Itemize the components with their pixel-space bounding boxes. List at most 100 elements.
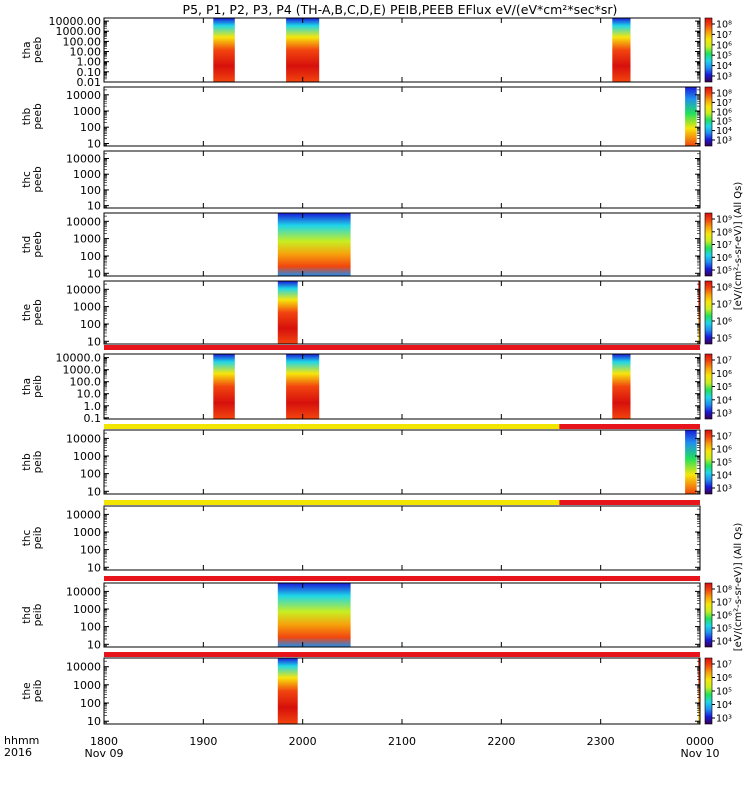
colorbar-tick-label: 10⁴	[716, 61, 732, 72]
colorbar	[704, 86, 713, 147]
y-axis-label: peeb	[32, 166, 44, 193]
y-axis-label: tha	[21, 41, 33, 58]
data-block	[277, 213, 351, 276]
y-tick-label: 1000	[73, 603, 101, 616]
data-block	[286, 18, 320, 82]
colorbar	[704, 212, 713, 277]
y-tick-label: 10000	[66, 508, 101, 521]
y-tick-label: 100	[80, 318, 101, 331]
colorbar-tick-label: 10⁷	[716, 300, 732, 311]
data-block	[277, 281, 298, 344]
colorbar-tick-label: 10⁵	[716, 334, 732, 345]
colorbar-tick-label: 10⁶	[716, 673, 732, 684]
y-axis-label: thc	[21, 171, 33, 188]
panel-the-peib: 10000 1000 100 10 the peib	[21, 657, 701, 728]
y-tick-label: 100	[80, 621, 101, 634]
y-tick-label: 1.0	[84, 400, 102, 413]
colorbar	[704, 280, 713, 345]
colorbar-tick-label: 10⁵	[716, 687, 732, 698]
figure-title: P5, P1, P2, P3, P4 (TH-A,B,C,D,E) PEIB,P…	[183, 2, 618, 17]
panel-thb-peeb: 10000 1000 100 10 thb peeb	[21, 86, 701, 151]
data-block	[698, 658, 701, 724]
y-axis-label: peib	[32, 450, 44, 473]
colorbar-tick-label: 10⁶	[716, 369, 732, 380]
colorbar	[704, 353, 713, 420]
panel-thc-peeb: 10000 1000 100 10 thc peeb	[21, 150, 701, 213]
colorbar-tick-label: 10⁴	[716, 471, 732, 482]
panel-thd-peeb: 10000 1000 100 10 thd peeb	[21, 212, 701, 280]
panel-frame	[103, 86, 701, 147]
y-tick-label: 1000	[73, 679, 101, 692]
y-tick-label: 100	[80, 121, 101, 134]
y-axis-label: tha	[21, 378, 33, 395]
panel-thc-peib: 10000 1000 100 10 thc peib	[21, 505, 701, 574]
x-tick-label: 2300	[587, 735, 615, 748]
colorbar-tick-label: 10⁴	[716, 395, 732, 406]
y-tick-label: 10000	[66, 283, 101, 296]
x-tick-label: 2000	[289, 735, 317, 748]
colorbar-tick-label: 10⁸	[716, 20, 732, 31]
y-tick-label: 1000	[73, 301, 101, 314]
colorbar	[704, 17, 713, 83]
y-tick-label: 1000	[73, 105, 101, 118]
colorbar-tick-label: 10⁷	[716, 30, 732, 41]
y-axis-label: thc	[21, 530, 33, 547]
status-bar-segment	[104, 576, 700, 581]
colorbar-tick-label: 10⁵	[716, 624, 732, 635]
y-axis-label: peeb	[32, 103, 44, 130]
x-tick-date: Nov 10	[681, 747, 720, 760]
panel-thb-peib: 10000 1000 100 10 thb peib	[21, 429, 701, 498]
x-axis-prefix-top: hhmm	[4, 734, 39, 747]
status-bar-segment	[104, 345, 700, 350]
colorbar-tick-label: 10⁵	[716, 117, 732, 128]
x-tick-label: 0000	[686, 735, 714, 748]
y-axis-label: peeb	[32, 37, 44, 64]
x-tick-date: Nov 09	[85, 747, 124, 760]
colorbar-tick-label: 10⁵	[716, 458, 732, 469]
data-block	[213, 354, 235, 419]
y-axis-label: peib	[32, 603, 44, 626]
colorbar-tick-label: 10³	[716, 714, 732, 725]
colorbar-tick-label: 10³	[716, 136, 732, 147]
y-axis-label: thb	[21, 453, 33, 471]
colorbar-tick-label: 10⁶	[716, 611, 732, 622]
y-tick-label: 10000	[66, 432, 101, 445]
colorbar-tick-label: 10⁶	[716, 253, 732, 264]
panel-frame	[103, 657, 701, 725]
y-tick-label: 1000	[73, 450, 101, 463]
status-bar-segment	[104, 500, 560, 505]
y-axis-label: peeb	[32, 231, 44, 258]
panel-frame	[103, 212, 701, 277]
colorbar-tick-label: 10⁷	[716, 598, 732, 609]
colorbar-tick-label: 10⁶	[716, 107, 732, 118]
panel-frame	[103, 429, 701, 495]
y-tick-label: 1000.00	[56, 25, 102, 38]
colorbar-tick-label: 10⁹	[716, 215, 732, 226]
y-tick-label: 100	[80, 697, 101, 710]
y-tick-label: 10	[87, 267, 101, 280]
y-tick-label: 1.00	[77, 56, 102, 69]
colorbar-tick-label: 10⁸	[716, 89, 732, 100]
colorbar-tick-label: 10⁶	[716, 317, 732, 328]
y-axis-label: thd	[21, 606, 33, 623]
status-bars-group	[104, 345, 700, 657]
data-block	[277, 658, 298, 724]
status-bar-segment	[559, 500, 700, 505]
colorbar-tick-label: 10³	[716, 72, 732, 83]
y-axis-label: peib	[32, 679, 44, 702]
panel-frame	[103, 582, 701, 648]
status-bar-segment	[104, 652, 700, 657]
colorbar-tick-label: 10⁸	[716, 227, 732, 238]
panel-frame	[103, 353, 701, 420]
colorbar-tick-label: 10⁷	[716, 98, 732, 109]
colorbar-tick-label: 10⁴	[716, 126, 732, 137]
colorbar	[704, 657, 713, 725]
panel-frame	[103, 280, 701, 345]
colorbar	[704, 582, 713, 648]
y-tick-label: 1000	[73, 526, 101, 539]
y-tick-label: 10.00	[70, 46, 102, 59]
y-tick-label: 1000	[73, 168, 101, 181]
colorbar-tick-label: 10⁵	[716, 382, 732, 393]
